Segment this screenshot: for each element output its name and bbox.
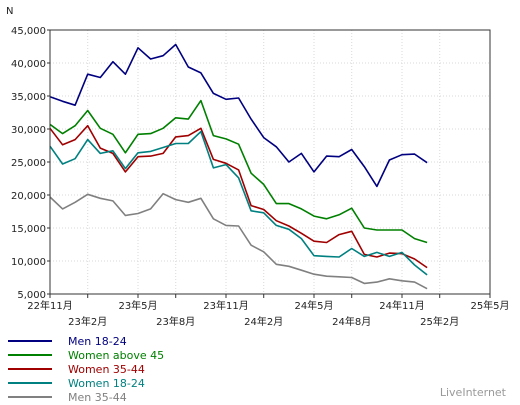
credit-text: LiveInternet bbox=[439, 386, 506, 399]
y-axis-ticks: 5,000 10,000 15,000 20,000 25,000 30,000 35,00… bbox=[11, 26, 50, 301]
legend-item: Men 35-44 bbox=[8, 390, 164, 404]
series-line bbox=[49, 130, 428, 276]
legend-item: Men 18-24 bbox=[8, 334, 164, 348]
legend-swatch bbox=[8, 382, 52, 384]
series-line bbox=[49, 99, 428, 244]
x-tick-label: 23年2月 bbox=[68, 315, 107, 328]
x-tick-label: 24年5月 bbox=[294, 299, 333, 312]
x-tick-label: 24年11月 bbox=[379, 299, 424, 312]
legend-label: Women above 45 bbox=[68, 348, 165, 362]
x-tick-label: 24年2月 bbox=[244, 315, 283, 328]
grid bbox=[49, 29, 491, 295]
legend-label: Men 35-44 bbox=[68, 390, 127, 404]
legend-swatch bbox=[8, 340, 52, 342]
legend-label: Women 18-24 bbox=[68, 376, 145, 390]
y-tick-label: 35,000 bbox=[11, 92, 46, 103]
plot-frame bbox=[49, 29, 491, 295]
x-tick-label: 23年11月 bbox=[203, 299, 248, 312]
legend-item: Women 35-44 bbox=[8, 362, 164, 376]
line-chart: N 5,000 10,000 15,000 20,000 25,000 30,000 35,… bbox=[6, 6, 510, 328]
x-tick-label: 23年5月 bbox=[118, 299, 157, 312]
y-tick-label: 5,000 bbox=[17, 290, 46, 301]
y-tick-label: 30,000 bbox=[11, 125, 46, 136]
legend-item: Women 18-24 bbox=[8, 376, 164, 390]
x-axis-ticks: 22年11月 23年5月 23年11月 24年5月 24年11月 25年5月 23年2月 23… bbox=[27, 294, 510, 328]
legend-swatch bbox=[8, 368, 52, 370]
y-tick-label: 20,000 bbox=[11, 191, 46, 202]
legend-swatch bbox=[8, 396, 52, 398]
x-tick-label: 22年11月 bbox=[27, 299, 72, 312]
x-tick-label: 24年8月 bbox=[332, 315, 371, 328]
series-line bbox=[49, 124, 428, 269]
x-tick-label: 25年2月 bbox=[420, 315, 459, 328]
y-tick-label: 15,000 bbox=[11, 224, 46, 235]
x-tick-label: 25年5月 bbox=[470, 299, 509, 312]
x-tick-label: 23年8月 bbox=[156, 315, 195, 328]
series-lines bbox=[49, 43, 428, 290]
legend-label: Women 35-44 bbox=[68, 362, 145, 376]
y-tick-label: 45,000 bbox=[11, 26, 46, 37]
y-tick-label: 10,000 bbox=[11, 257, 46, 268]
y-tick-label: 40,000 bbox=[11, 59, 46, 70]
legend-swatch bbox=[8, 354, 52, 356]
legend-label: Men 18-24 bbox=[68, 334, 127, 348]
legend-item: Women above 45 bbox=[8, 348, 164, 362]
y-axis-label: N bbox=[6, 6, 13, 17]
legend: Men 18-24 Women above 45 Women 35-44 Wom… bbox=[8, 334, 164, 404]
series-line bbox=[49, 192, 428, 290]
y-tick-label: 25,000 bbox=[11, 158, 46, 169]
series-line bbox=[49, 43, 428, 188]
